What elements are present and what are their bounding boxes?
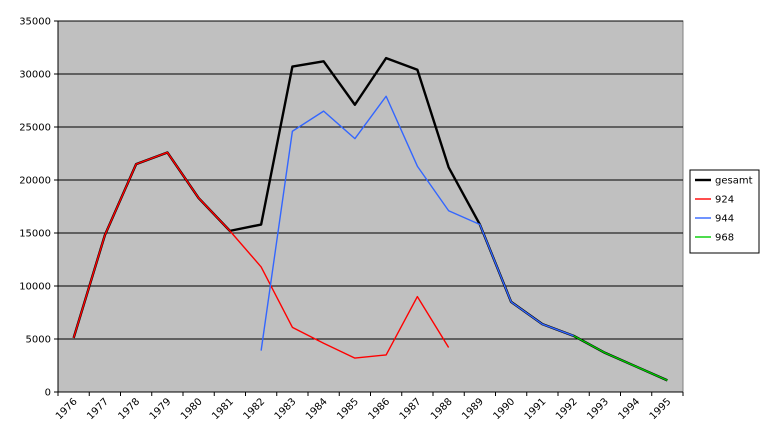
x-axis-tick-labels: 1976 1977 1978 1979 1980 1981 1982 1983 1984 1985…: [54, 392, 684, 422]
x-tick-label: 1982: [241, 396, 267, 422]
legend-label-924: 924: [715, 195, 734, 206]
y-tick-label: 35000: [19, 17, 51, 28]
x-tick-label: 1991: [523, 396, 549, 422]
x-tick-label: 1981: [210, 396, 236, 422]
x-tick-label: 1994: [616, 396, 642, 422]
y-tick-label: 20000: [19, 176, 51, 187]
y-tick-label: 15000: [19, 229, 51, 240]
series-line-924: [72, 151, 450, 359]
x-tick-label: 1977: [85, 396, 111, 422]
x-tick-label: 1995: [648, 396, 674, 422]
x-tick-label: 1987: [398, 396, 424, 422]
x-tick-label: 1986: [366, 396, 392, 422]
y-tick-label: 0: [45, 388, 51, 399]
legend-label-944: 944: [715, 214, 734, 225]
y-axis-tick-labels: 0 5000 10000 15000 20000 25000 30000 35000: [19, 17, 58, 399]
x-tick-label: 1983: [273, 396, 299, 422]
plot-background: [57, 20, 684, 393]
y-tick-label: 25000: [19, 123, 51, 134]
y-tick-label: 5000: [26, 335, 51, 346]
x-tick-label: 1985: [335, 396, 361, 422]
x-tick-label: 1976: [54, 396, 80, 422]
x-tick-label: 1993: [585, 396, 611, 422]
x-tick-label: 1984: [304, 396, 330, 422]
series-line-968: [573, 335, 668, 381]
x-tick-label: 1978: [116, 396, 142, 422]
legend: gesamt 924 944 968: [689, 169, 760, 254]
x-tick-label: 1990: [491, 396, 517, 422]
y-tick-label: 30000: [19, 70, 51, 81]
x-tick-label: 1980: [179, 396, 205, 422]
x-tick-label: 1992: [554, 396, 580, 422]
series-line-944: [260, 95, 574, 351]
legend-label-gesamt: gesamt: [715, 176, 753, 187]
gridlines: [58, 20, 683, 340]
y-tick-label: 10000: [19, 282, 51, 293]
x-tick-label: 1989: [460, 396, 486, 422]
legend-label-968: 968: [715, 233, 734, 244]
x-tick-label: 1988: [429, 396, 455, 422]
legend-box: [689, 169, 760, 254]
plot-area: [57, 20, 684, 393]
series-lines: [72, 56, 668, 382]
x-tick-label: 1979: [148, 396, 174, 422]
